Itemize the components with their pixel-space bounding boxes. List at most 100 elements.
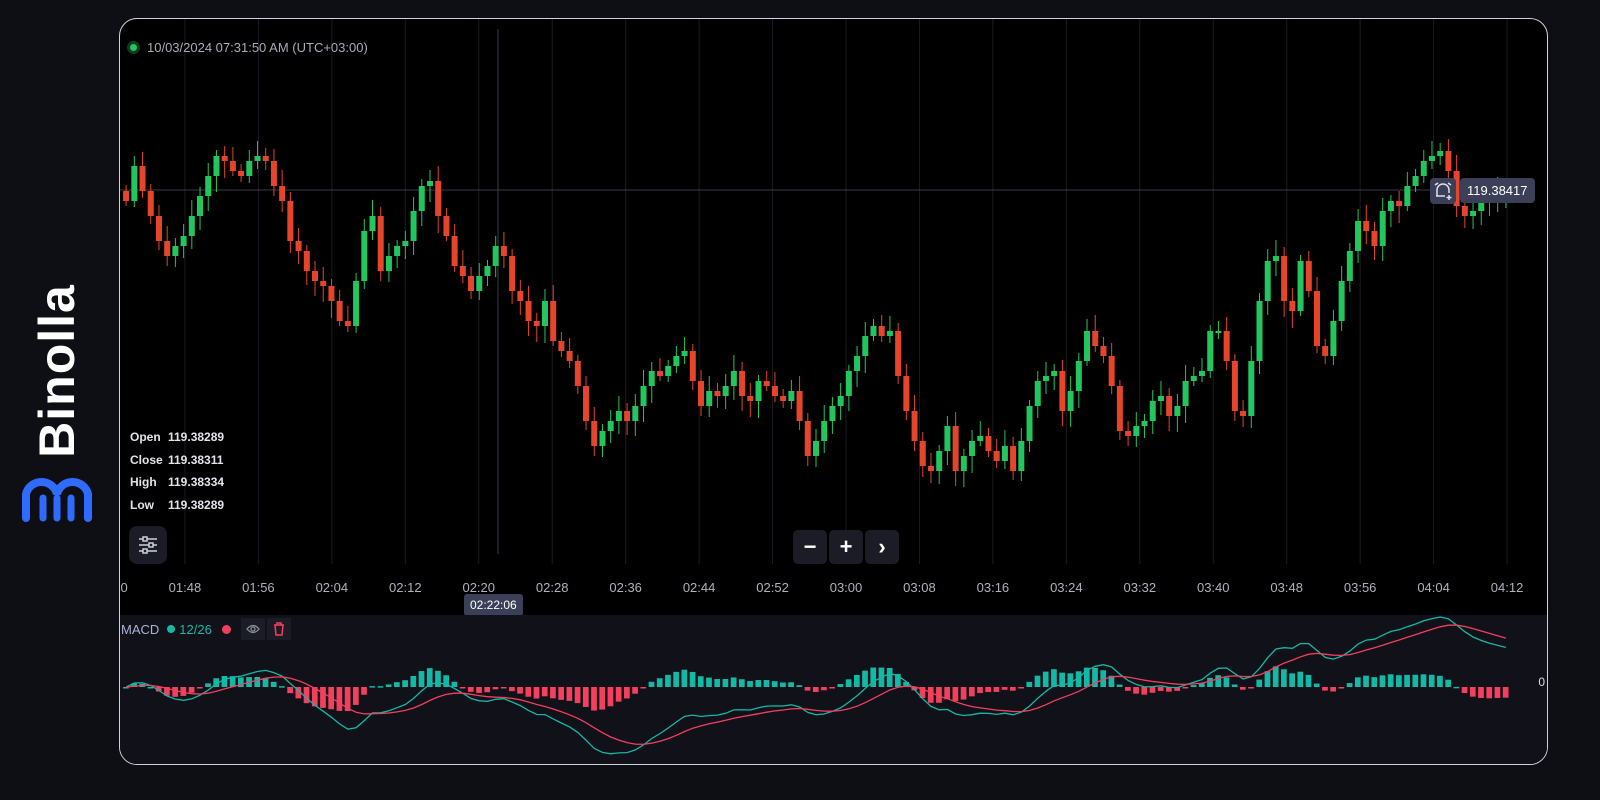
candle-down <box>804 421 811 456</box>
candle-down <box>1371 231 1378 246</box>
candle-down <box>443 216 450 236</box>
macd-histogram-bar <box>1124 687 1131 691</box>
candle-down <box>1305 261 1312 291</box>
time-label: 01:40 <box>120 580 128 595</box>
macd-histogram-bar <box>1404 674 1410 687</box>
toggle-visibility-button[interactable] <box>240 618 265 640</box>
candle-up <box>1051 371 1058 376</box>
candle-down <box>1313 291 1320 346</box>
candle-down <box>262 156 269 161</box>
candle-up <box>870 326 877 336</box>
time-label: 01:56 <box>242 580 275 595</box>
candle-down <box>1100 346 1107 356</box>
macd-histogram-bar <box>1412 674 1419 687</box>
candle-up <box>632 406 639 421</box>
candle-down <box>533 321 540 326</box>
candle-down <box>147 191 154 216</box>
macd-histogram-bar <box>952 687 959 701</box>
candle-down <box>624 411 631 421</box>
macd-histogram-bar <box>1075 671 1082 687</box>
macd-histogram-bar <box>1239 687 1246 690</box>
macd-histogram-bar <box>607 687 614 707</box>
macd-histogram-bar <box>1149 687 1156 693</box>
macd-histogram-bar <box>1338 687 1345 689</box>
macd-histogram-bar <box>730 677 737 687</box>
macd-histogram-bar <box>1256 679 1263 687</box>
time-label: 02:28 <box>535 580 569 595</box>
candle-up <box>936 451 943 471</box>
candle-up <box>813 441 819 456</box>
zoom-out-button[interactable]: − <box>793 530 827 564</box>
candle-up <box>607 421 614 431</box>
candle-down <box>525 301 532 321</box>
macd-histogram-bar <box>467 687 474 692</box>
macd-histogram-bar <box>788 682 794 687</box>
indicator-settings-button[interactable] <box>129 526 167 564</box>
macd-histogram-bar <box>484 687 491 693</box>
macd-histogram-bar <box>558 687 565 700</box>
macd-histogram-bar <box>1182 687 1189 689</box>
candle-up <box>180 236 187 246</box>
candle-down <box>895 331 902 376</box>
time-label: 02:12 <box>389 580 422 595</box>
crosshair-time-label: 02:22:06 <box>464 594 523 616</box>
eye-icon <box>245 624 260 634</box>
macd-histogram-bar <box>829 687 836 689</box>
candle-down <box>287 201 294 241</box>
candle-down <box>689 351 696 381</box>
price-chart[interactable] <box>120 19 1547 764</box>
candle-down <box>1396 201 1403 206</box>
price-alert-button[interactable] <box>1430 178 1456 204</box>
macd-histogram-bar <box>361 687 367 695</box>
timestamp-text: 10/03/2024 07:31:50 AM (UTC+03:00) <box>147 40 368 55</box>
time-label: 03:40 <box>1196 580 1230 595</box>
macd-histogram-bar <box>1387 674 1394 687</box>
macd-histogram-bar <box>1248 687 1254 689</box>
candle-up <box>1141 421 1148 426</box>
macd-histogram-bar <box>837 684 844 687</box>
candle-up <box>615 411 622 421</box>
candle-up <box>821 421 828 441</box>
candle-up <box>213 156 220 176</box>
candle-up <box>369 216 376 231</box>
macd-histogram-bar <box>385 684 392 687</box>
macd-histogram-bar <box>459 687 466 689</box>
time-label: 02:04 <box>315 580 349 595</box>
time-label: 03:16 <box>976 580 1010 595</box>
macd-histogram-bar <box>1486 687 1493 699</box>
candle-down <box>1281 256 1288 301</box>
macd-histogram-bar <box>1420 674 1427 687</box>
candle-up <box>599 431 606 446</box>
macd-periods[interactable]: 12/26 <box>179 621 212 637</box>
remove-indicator-button[interactable] <box>266 618 291 640</box>
trading-chart-panel[interactable]: 10/03/2024 07:31:50 AM (UTC+03:00) Open 1… <box>119 18 1548 765</box>
candle-up <box>131 166 138 201</box>
macd-histogram-bar <box>320 687 326 708</box>
candle-down <box>155 216 162 241</box>
macd-histogram-bar <box>1264 671 1271 687</box>
candle-down <box>583 386 590 421</box>
time-label: 03:24 <box>1050 580 1083 595</box>
macd-histogram-bar <box>862 670 868 687</box>
macd-histogram-bar <box>1363 675 1369 687</box>
macd-histogram-bar <box>1116 684 1123 687</box>
ohlc-low: Low 119.38289 <box>130 497 225 512</box>
scroll-right-button[interactable]: › <box>865 530 899 564</box>
macd-histogram-bar <box>1281 669 1287 687</box>
macd-histogram-bar <box>303 687 310 704</box>
macd-histogram-bar <box>1445 679 1452 687</box>
candle-up <box>484 266 491 276</box>
macd-histogram-bar <box>895 673 901 687</box>
macd-line <box>125 616 1507 755</box>
macd-histogram-bar <box>599 687 606 710</box>
macd-histogram-bar <box>188 687 195 693</box>
candle-down <box>1108 356 1115 386</box>
macd-histogram-bar <box>155 687 162 692</box>
zoom-in-button[interactable]: + <box>829 530 863 564</box>
macd-histogram-bar <box>1371 677 1378 687</box>
macd-histogram-bar <box>500 687 507 689</box>
macd-histogram-bar <box>1034 675 1041 687</box>
macd-histogram-bar <box>1322 687 1328 691</box>
candle-up <box>205 176 212 196</box>
candle-down <box>985 436 992 451</box>
